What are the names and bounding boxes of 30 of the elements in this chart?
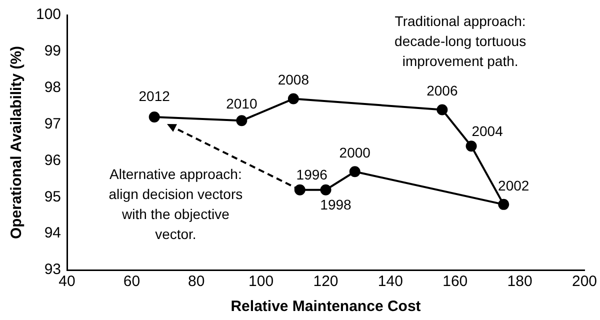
annotation: 2000 [339, 144, 371, 160]
annotation: 2002 [498, 177, 530, 194]
y-tick-label: 100 [36, 6, 62, 24]
x-tick-label: 180 [507, 273, 532, 290]
annotation: 1996 [296, 166, 328, 183]
x-tick-label: 60 [123, 273, 140, 290]
annotation: 2010 [226, 96, 258, 112]
annotation: 2008 [278, 72, 310, 88]
x-tick-label: 100 [248, 273, 274, 290]
y-tick-label: 97 [44, 115, 62, 132]
y-tick-label: 95 [44, 188, 62, 206]
y-tick-label: 96 [44, 152, 62, 169]
y-tick-label: 98 [44, 79, 62, 96]
x-tick-label: 140 [378, 273, 403, 290]
y-tick-label: 99 [44, 42, 62, 60]
x-tick-label: 200 [572, 273, 597, 290]
y-tick-label: 93 [44, 261, 62, 278]
annotation: 1998 [320, 196, 352, 213]
annotation: 2012 [138, 88, 170, 104]
x-tick-label: 160 [442, 273, 468, 290]
annotation: Traditional approach: decade-long tortuous improvement path. [394, 12, 526, 69]
y-axis-title: Operational Availability (%) [8, 46, 26, 240]
x-axis-title: Relative Maintenance Cost [230, 298, 421, 316]
x-tick-label: 40 [58, 273, 76, 290]
annotation: Alternative approach: align decision vectors with the objective vector. [108, 166, 243, 242]
x-tick-label: 80 [188, 273, 205, 290]
annotation: 2004 [472, 123, 504, 139]
annotation: 2006 [426, 82, 458, 99]
x-tick-label: 120 [313, 273, 338, 290]
y-tick-label: 94 [44, 224, 62, 242]
